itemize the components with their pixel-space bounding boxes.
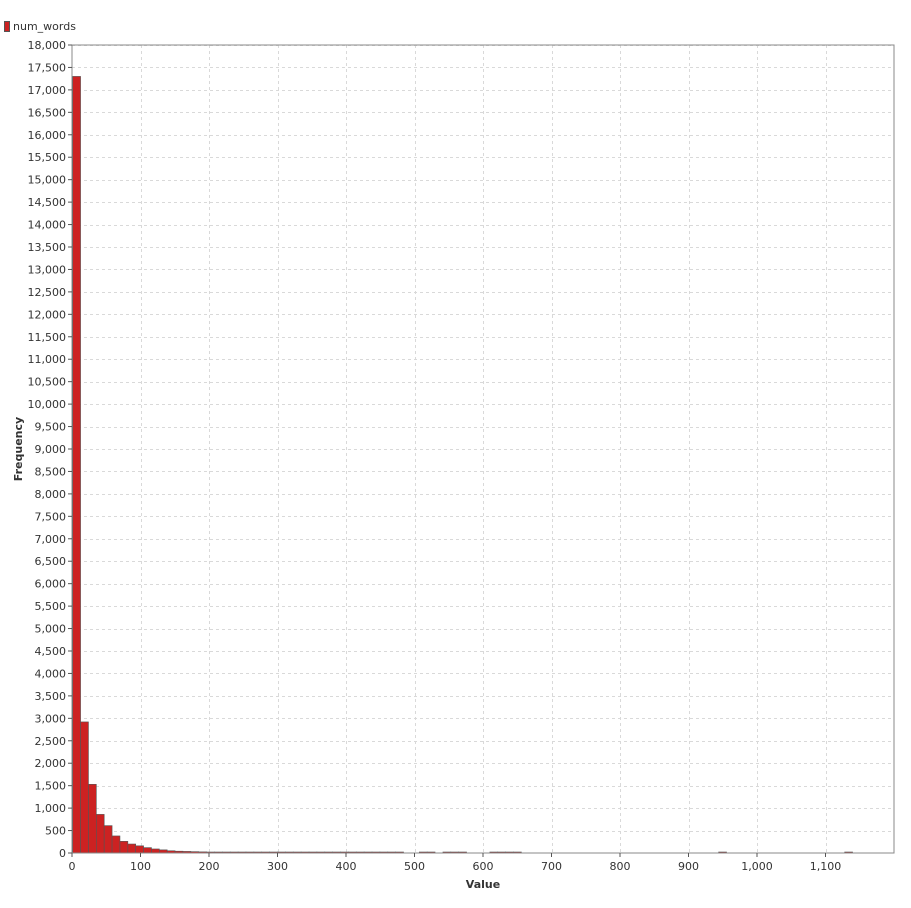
y-tick-label: 13,000 (28, 263, 67, 276)
histogram-bar (151, 848, 160, 854)
histogram-bar (103, 825, 113, 854)
y-tick-label: 9,000 (35, 443, 67, 456)
y-tick-label: 18,000 (28, 39, 67, 52)
y-tick-label: 9,500 (35, 421, 67, 434)
x-tick-label: 400 (336, 860, 357, 873)
y-tick-label: 0 (59, 847, 66, 860)
legend-swatch-num-words (4, 20, 10, 32)
y-tick-label: 4,000 (35, 667, 67, 680)
y-tick-label: 6,500 (35, 555, 67, 568)
x-tick-label: 100 (130, 860, 151, 873)
histogram-bar (127, 843, 137, 854)
y-tick-label: 2,000 (35, 757, 67, 770)
x-tick-label: 600 (473, 860, 494, 873)
x-tick-label: 900 (678, 860, 699, 873)
histogram-bar (96, 814, 105, 854)
histogram-bar (119, 841, 129, 854)
x-tick-label: 1,000 (741, 860, 773, 873)
y-tick-label: 16,000 (28, 129, 67, 142)
y-tick-label: 7,500 (35, 510, 67, 523)
x-axis: 0 100 200 300 400 500 600 700 800 900 1,000 1,100 (69, 853, 842, 873)
x-tick-label: 200 (199, 860, 220, 873)
y-tick-label: 5,000 (35, 623, 67, 636)
y-tick-label: 2,500 (35, 735, 67, 748)
y-tick-label: 3,500 (35, 690, 67, 703)
y-tick-label: 13,500 (28, 241, 67, 254)
x-tick-label: 0 (69, 860, 76, 873)
y-tick-label: 12,000 (28, 308, 67, 321)
y-tick-label: 7,000 (35, 533, 67, 546)
y-tick-label: 17,000 (28, 84, 67, 97)
y-tick-label: 8,500 (35, 465, 67, 478)
x-tick-label: 300 (267, 860, 288, 873)
y-axis-title: Frequency (12, 417, 25, 481)
y-tick-label: 11,500 (28, 331, 67, 344)
histogram-bars (72, 76, 853, 854)
y-tick-label: 10,000 (28, 398, 67, 411)
histogram-bar (143, 847, 152, 854)
histogram-bar (111, 835, 121, 854)
y-tick-label: 1,000 (35, 802, 67, 815)
x-tick-label: 1,100 (810, 860, 842, 873)
y-tick-label: 12,500 (28, 286, 67, 299)
histogram-bar (135, 845, 144, 854)
y-tick-label: 14,500 (28, 196, 67, 209)
histogram-bar (72, 76, 81, 854)
histogram-bar (88, 784, 97, 854)
y-tick-label: 15,000 (28, 174, 67, 187)
histogram-bar (80, 721, 89, 854)
y-tick-label: 15,500 (28, 151, 67, 164)
gridlines (72, 45, 894, 853)
legend: num_words (4, 19, 76, 33)
y-tick-label: 5,500 (35, 600, 67, 613)
y-tick-label: 500 (45, 825, 66, 838)
x-tick-label: 800 (610, 860, 631, 873)
y-tick-label: 3,000 (35, 712, 67, 725)
y-tick-label: 4,500 (35, 645, 67, 658)
y-tick-label: 17,500 (28, 61, 67, 74)
x-axis-title: Value (466, 878, 500, 891)
y-tick-label: 8,000 (35, 488, 67, 501)
y-tick-label: 10,500 (28, 376, 67, 389)
x-tick-label: 500 (404, 860, 425, 873)
y-tick-label: 11,000 (28, 353, 67, 366)
y-axis: 0 500 1,000 1,500 2,000 2,500 3,000 3,500 4,000 4… (28, 39, 72, 860)
legend-label-num-words: num_words (13, 19, 76, 33)
y-tick-label: 1,500 (35, 780, 67, 793)
y-tick-label: 14,000 (28, 219, 67, 232)
x-tick-label: 700 (541, 860, 562, 873)
y-tick-label: 16,500 (28, 106, 67, 119)
y-tick-label: 6,000 (35, 578, 67, 591)
